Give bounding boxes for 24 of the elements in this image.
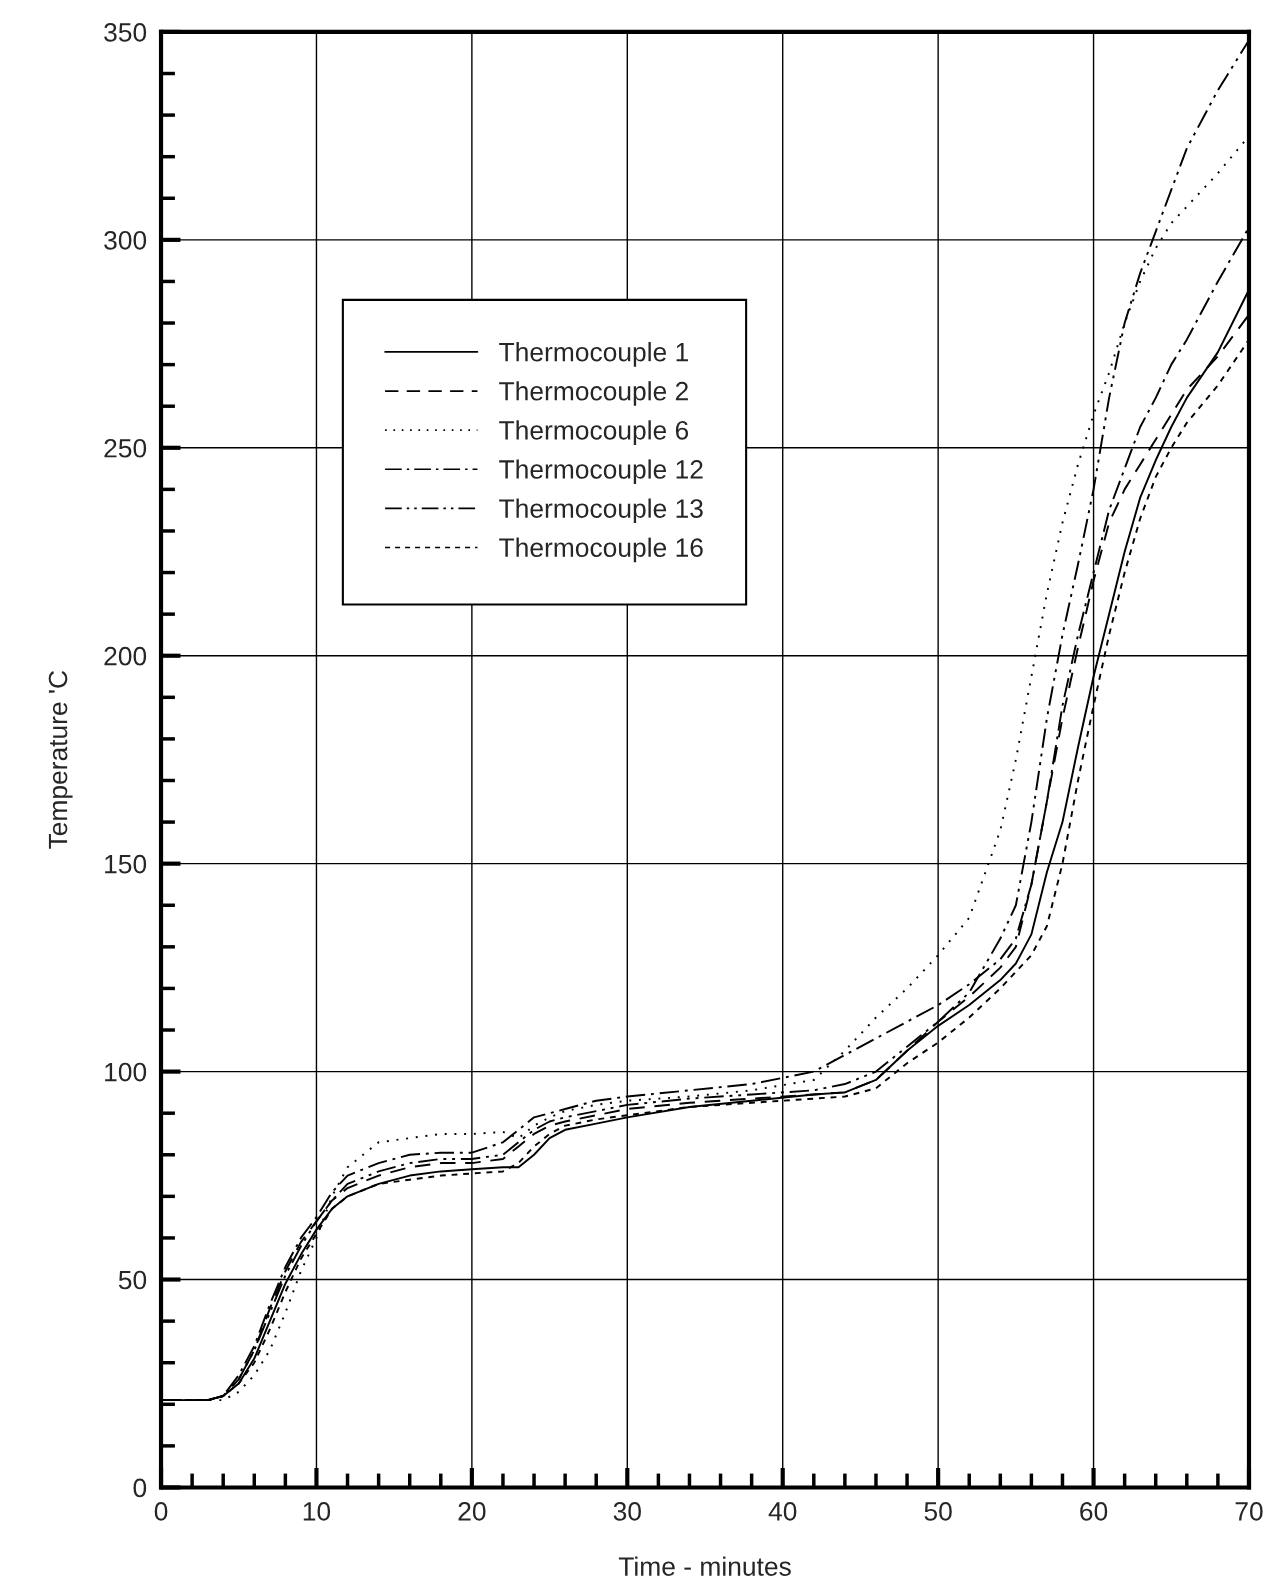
x-tick-label: 60 [1080, 1502, 1108, 1521]
y-tick-label: 100 [105, 1062, 147, 1082]
x-tick-label: 10 [303, 1502, 331, 1521]
x-axis-title: Time - minutes [618, 1556, 791, 1576]
x-tick-label: 70 [1235, 1502, 1263, 1521]
x-tick-label: 50 [924, 1502, 952, 1521]
y-tick-label: 150 [105, 854, 147, 874]
y-tick-label: 200 [104, 646, 147, 666]
legend-label: Thermocouple 1 [499, 342, 688, 367]
y-tick-label: 50 [118, 1270, 147, 1290]
y-tick-label: 0 [133, 1478, 147, 1498]
legend-label: Thermocouple 2 [499, 381, 688, 406]
legend-label: Thermocouple 13 [499, 498, 703, 524]
y-tick-label: 300 [104, 230, 147, 250]
x-tick-label: 40 [768, 1502, 797, 1521]
y-tick-label: 350 [104, 23, 147, 42]
y-tick-label: 250 [104, 438, 147, 458]
x-tick-label: 30 [613, 1502, 641, 1521]
y-axis-title: Temperature 'C [48, 670, 73, 849]
legend-label: Thermocouple 6 [499, 420, 689, 445]
legend-label: Thermocouple 12 [499, 459, 703, 484]
x-tick-label: 0 [154, 1502, 168, 1521]
legend-label: Thermocouple 16 [499, 537, 703, 563]
x-tick-label: 20 [458, 1502, 486, 1521]
